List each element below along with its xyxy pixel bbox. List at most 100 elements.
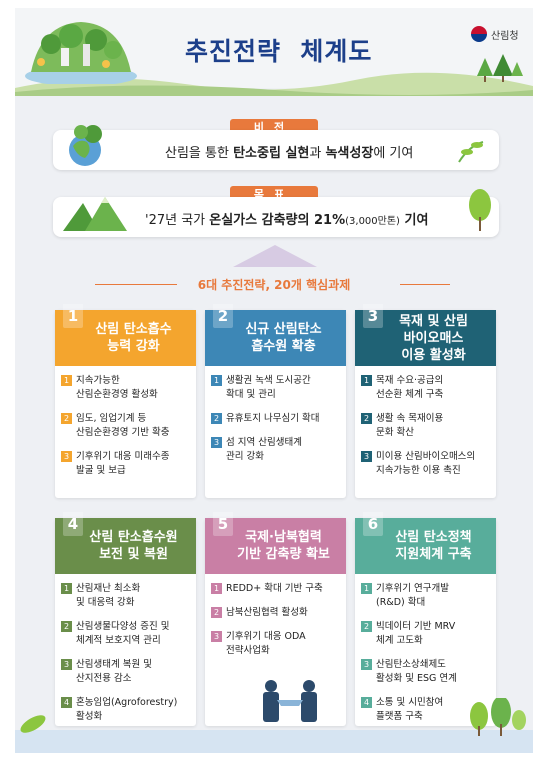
task-item: 3 미이용 산림바이오매스의 지속가능한 이용 촉진 — [361, 450, 490, 478]
strategy-number: 5 — [213, 512, 233, 536]
task-text: 임도, 임업기계 등 산림순환경영 기반 확충 — [76, 413, 170, 438]
task-text: 소통 및 시민참여 플랫폼 구축 — [376, 697, 444, 722]
task-item: 2 빅데이터 기반 MRV 체계 고도화 — [361, 620, 490, 648]
task-text: 목재 수요·공급의 선순환 체계 구축 — [376, 375, 444, 400]
task-number: 3 — [61, 451, 72, 462]
task-text: 기후위기 대응 미래수종 발굴 및 보급 — [76, 451, 170, 476]
strategy-tasks: 1 기후위기 연구개발 (R&D) 확대 2 빅데이터 기반 MRV 체계 고도화 … — [355, 574, 496, 740]
task-number: 3 — [361, 451, 372, 462]
vision-post: 에 기여 — [373, 146, 414, 161]
strategy-card-1: 1 산림 탄소흡수 능력 강화 1 지속가능한 산림순환경영 활성화 2 임도, 임… — [55, 304, 196, 498]
task-number: 1 — [61, 583, 72, 594]
vision-banner: 산림을 통한 탄소중립 실현과 녹색성장에 기여 — [53, 125, 499, 170]
strategy-number: 4 — [63, 512, 83, 536]
strategy-title: 산림 탄소흡수 능력 강화 — [95, 322, 172, 354]
task-text: 섬 지역 산림생태계 관리 강화 — [226, 437, 302, 462]
strategy-tasks: 1 REDD+ 확대 기반 구축 2 남북산림협력 활성화 3 기후위기 대응 ODA… — [205, 574, 346, 674]
strategy-title: 산림 탄소정책 지원체계 구축 — [395, 530, 472, 562]
poster: 추진전략 체계도 산림청 비전 산림을 통한 탄소중립 실현과 녹색성장에 기여… — [15, 8, 533, 753]
goal-bold-2: 기여 — [399, 213, 429, 228]
task-number: 4 — [361, 697, 372, 708]
strategy-number: 1 — [63, 304, 83, 328]
task-number: 2 — [211, 607, 222, 618]
strategy-title: 신규 산림탄소 흡수원 확충 — [245, 322, 322, 354]
strategy-tasks: 1 지속가능한 산림순환경영 활성화 2 임도, 임업기계 등 산림순환경영 기반 … — [55, 366, 196, 494]
task-text: 남북산림협력 활성화 — [226, 607, 308, 618]
task-item: 1 지속가능한 산림순환경영 활성화 — [61, 374, 190, 402]
trees-footer-icon — [470, 698, 526, 736]
strategy-number: 6 — [363, 512, 383, 536]
page-title: 추진전략 체계도 — [185, 37, 373, 66]
task-text: 산림생태계 복원 및 산지전용 감소 — [76, 659, 152, 684]
task-text: 생활권 녹색 도시공간 확대 및 관리 — [226, 375, 311, 400]
task-text: 지속가능한 산림순환경영 활성화 — [76, 375, 158, 400]
task-item: 3 산림생태계 복원 및 산지전용 감소 — [61, 658, 190, 686]
strategy-card-header: 2 신규 산림탄소 흡수원 확충 — [205, 304, 346, 366]
hills-illustration — [15, 72, 533, 96]
task-item: 2 임도, 임업기계 등 산림순환경영 기반 확충 — [61, 412, 190, 440]
task-item: 3 기후위기 대응 ODA 전략사업화 — [211, 630, 340, 658]
task-text: 기후위기 대응 ODA 전략사업화 — [226, 631, 306, 656]
task-text: 산림탄소상쇄제도 활성화 및 ESG 연계 — [376, 659, 457, 684]
strategy-card-header: 4 산림 탄소흡수원 보전 및 복원 — [55, 512, 196, 574]
trees-icon — [477, 54, 523, 82]
taeguk-icon — [471, 26, 487, 42]
earth-tree-icon — [69, 125, 102, 166]
task-number: 1 — [361, 583, 372, 594]
strategy-header: 6대 추진전략, 20개 핵심과제 — [197, 278, 351, 292]
task-number: 2 — [361, 413, 372, 424]
strategy-card-header: 6 산림 탄소정책 지원체계 구축 — [355, 512, 496, 574]
task-item: 3 산림탄소상쇄제도 활성화 및 ESG 연계 — [361, 658, 490, 686]
strategy-card-5: 5 국제·남북협력 기반 감축량 확보 1 REDD+ 확대 기반 구축 2 남북산… — [205, 512, 346, 726]
task-text: 생활 속 목재이용 문화 확산 — [376, 413, 444, 438]
goal-bold-1: 온실가스 감축량의 21% — [209, 213, 346, 228]
task-item: 3 기후위기 대응 미래수종 발굴 및 보급 — [61, 450, 190, 478]
strategy-tasks: 1 산림재난 최소화 및 대응력 강화 2 산림생물다양성 증진 및 체계적 보호지… — [55, 574, 196, 740]
task-item: 2 남북산림협력 활성화 — [211, 606, 340, 620]
divider-right — [400, 284, 450, 285]
strategy-card-header: 1 산림 탄소흡수 능력 강화 — [55, 304, 196, 366]
task-number: 2 — [361, 621, 372, 632]
strategy-title: 국제·남북협력 기반 감축량 확보 — [237, 530, 330, 562]
footer-decoration — [15, 730, 533, 753]
task-text: 빅데이터 기반 MRV 체계 고도화 — [376, 621, 456, 646]
strategy-number: 2 — [213, 304, 233, 328]
task-number: 2 — [61, 621, 72, 632]
task-text: REDD+ 확대 기반 구축 — [226, 583, 323, 594]
mountain-icon — [63, 197, 127, 231]
task-item: 2 생활 속 목재이용 문화 확산 — [361, 412, 490, 440]
task-text: 기후위기 연구개발 (R&D) 확대 — [376, 583, 449, 608]
task-number: 3 — [361, 659, 372, 670]
vision-statement: 산림을 통한 탄소중립 실현과 녹색성장에 기여 — [165, 142, 413, 161]
task-number: 3 — [61, 659, 72, 670]
task-item: 2 산림생물다양성 증진 및 체계적 보호지역 관리 — [61, 620, 190, 648]
task-text: 산림생물다양성 증진 및 체계적 보호지역 관리 — [76, 621, 170, 646]
strategy-card-header: 3 목재 및 산림 바이오매스 이용 활성화 — [355, 304, 496, 366]
agency-logo: 산림청 — [471, 26, 519, 42]
task-text: 미이용 산림바이오매스의 지속가능한 이용 촉진 — [376, 451, 476, 476]
strategy-title: 목재 및 산림 바이오매스 이용 활성화 — [399, 313, 468, 363]
task-number: 1 — [361, 375, 372, 386]
vision-bold-2: 녹색성장 — [325, 146, 374, 161]
task-item: 4 혼농임업(Agroforestry) 활성화 — [61, 696, 190, 724]
task-number: 1 — [211, 375, 222, 386]
task-text: 유휴토지 나무심기 확대 — [226, 413, 320, 424]
task-number: 1 — [211, 583, 222, 594]
task-number: 2 — [211, 413, 222, 424]
task-text: 산림재난 최소화 및 대응력 강화 — [76, 583, 141, 608]
vision-bold-1: 탄소중립 실현 — [233, 146, 310, 161]
agency-name: 산림청 — [491, 30, 519, 42]
up-arrow-icon — [233, 245, 317, 267]
goal-banner: '27년 국가 온실가스 감축량의 21%(3,000만톤) 기여 — [53, 189, 499, 237]
tree-icon — [469, 189, 491, 231]
task-item: 1 목재 수요·공급의 선순환 체계 구축 — [361, 374, 490, 402]
leaf-icon — [20, 715, 46, 733]
task-item: 4 소통 및 시민참여 플랫폼 구축 — [361, 696, 490, 724]
sprout-icon — [458, 141, 484, 163]
task-number: 4 — [61, 697, 72, 708]
task-number: 2 — [61, 413, 72, 424]
